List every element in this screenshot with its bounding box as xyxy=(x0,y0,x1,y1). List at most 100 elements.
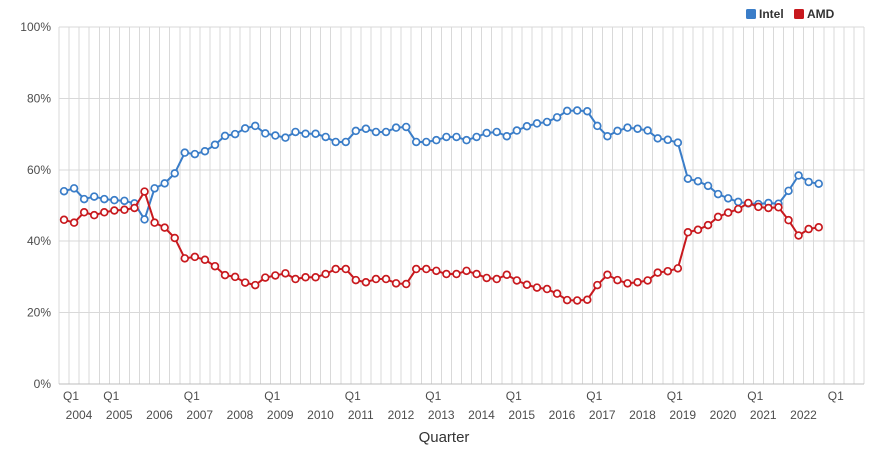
x-quarter-label: Q1 xyxy=(63,389,79,403)
x-year-label: 2011 xyxy=(348,408,374,422)
intel-point xyxy=(331,137,340,147)
amd-point xyxy=(59,215,69,225)
x-quarter-label: Q1 xyxy=(828,389,844,403)
amd-point xyxy=(542,284,552,294)
intel-line xyxy=(63,109,820,221)
intel-point xyxy=(341,137,351,147)
x-year-label: 2012 xyxy=(388,408,415,422)
intel-point xyxy=(653,134,662,143)
intel-point xyxy=(462,135,471,145)
x-year-label: 2004 xyxy=(66,408,93,422)
intel-point xyxy=(422,137,431,147)
amd-point xyxy=(663,266,673,276)
intel-point xyxy=(633,124,642,133)
intel-point xyxy=(613,126,622,136)
y-tick-label: 20% xyxy=(27,306,51,320)
amd-point xyxy=(120,205,129,215)
amd-point xyxy=(261,273,270,282)
intel-point xyxy=(120,196,129,206)
amd-point xyxy=(532,283,542,292)
amd-point xyxy=(321,269,330,279)
intel-point xyxy=(351,126,361,136)
amd-point xyxy=(552,289,562,298)
x-year-label: 2020 xyxy=(710,408,737,422)
amd-point xyxy=(653,268,662,277)
intel-point xyxy=(291,127,300,137)
intel-point xyxy=(784,186,793,196)
amd-point xyxy=(200,255,210,265)
amd-point xyxy=(784,215,793,225)
intel-point xyxy=(502,131,512,141)
amd-point xyxy=(723,208,733,217)
amd-point xyxy=(522,280,532,290)
amd-point xyxy=(472,269,481,279)
amd-point xyxy=(512,276,522,285)
amd-point xyxy=(170,233,179,243)
intel-point xyxy=(210,140,220,150)
legend: Intel AMD xyxy=(746,7,835,21)
amd-legend-swatch xyxy=(794,9,804,19)
intel-point xyxy=(240,124,250,133)
amd-point xyxy=(79,208,89,217)
x-year-label: 2013 xyxy=(428,408,455,422)
amd-point xyxy=(462,266,471,276)
amd-point xyxy=(381,274,391,284)
x-year-label: 2009 xyxy=(267,408,294,422)
x-year-label: 2007 xyxy=(186,408,213,422)
intel-point xyxy=(261,129,270,138)
intel-point xyxy=(562,106,572,116)
intel-point xyxy=(683,174,693,183)
intel-point xyxy=(59,186,69,196)
intel-point xyxy=(271,131,280,140)
amd-point xyxy=(572,296,582,305)
x-quarter-label: Q1 xyxy=(184,389,200,403)
intel-point xyxy=(713,189,723,199)
intel-point xyxy=(673,138,683,147)
amd-point xyxy=(150,218,159,227)
intel-point xyxy=(452,132,461,142)
intel-point xyxy=(472,132,481,142)
amd-point xyxy=(301,273,310,282)
grid-layer xyxy=(58,26,865,385)
amd-point xyxy=(814,223,823,232)
intel-point xyxy=(281,133,290,142)
intel-point xyxy=(381,127,391,137)
amd-legend-label: AMD xyxy=(807,7,835,21)
intel-point xyxy=(804,177,813,187)
y-tick-label: 60% xyxy=(27,163,51,177)
amd-point xyxy=(401,279,411,289)
amd-point xyxy=(391,279,401,288)
intel-point xyxy=(401,122,411,132)
intel-point xyxy=(663,135,673,145)
amd-point xyxy=(613,275,622,285)
intel-point xyxy=(190,149,200,159)
intel-point xyxy=(301,129,310,138)
amd-point xyxy=(794,231,803,240)
amd-point xyxy=(190,252,200,262)
x-year-label: 2006 xyxy=(146,408,173,422)
amd-point xyxy=(351,275,361,285)
intel-point xyxy=(321,132,330,142)
y-tick-label: 80% xyxy=(27,91,51,105)
amd-point xyxy=(502,270,512,280)
intel-point xyxy=(623,123,632,132)
amd-point xyxy=(432,266,441,276)
amd-point xyxy=(693,225,703,235)
amd-point xyxy=(411,264,421,274)
amd-point xyxy=(764,203,773,213)
amd-point xyxy=(603,270,612,280)
x-year-label: 2021 xyxy=(750,408,777,422)
amd-point xyxy=(341,264,351,274)
x-year-label: 2015 xyxy=(508,408,535,422)
y-tick-label: 40% xyxy=(27,234,51,248)
x-year-label: 2014 xyxy=(468,408,495,422)
x-year-label: 2016 xyxy=(549,408,576,422)
intel-point xyxy=(572,106,582,115)
intel-point xyxy=(391,123,401,132)
amd-point xyxy=(250,280,260,290)
x-year-label: 2010 xyxy=(307,408,334,422)
amd-point xyxy=(623,279,632,288)
amd-point xyxy=(673,264,683,273)
y-tick-label: 0% xyxy=(34,377,52,391)
